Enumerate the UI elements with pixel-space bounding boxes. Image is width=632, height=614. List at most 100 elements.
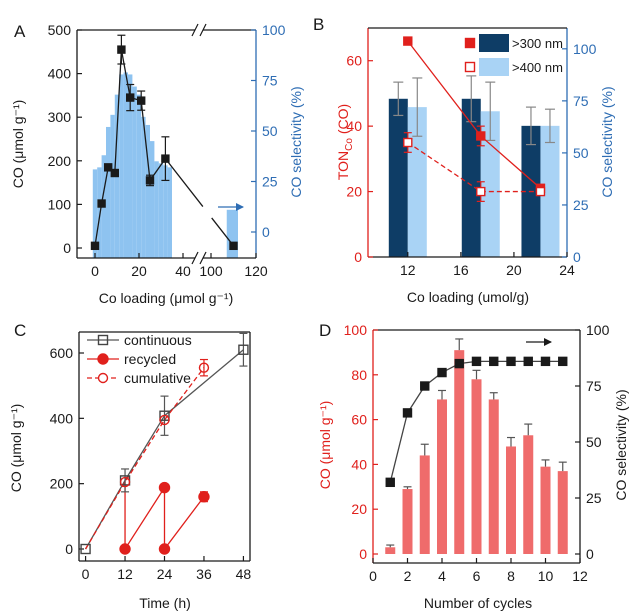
y-right-tick-label: 50 xyxy=(573,145,589,161)
x-tick-label: 12 xyxy=(117,566,133,582)
point-continuous xyxy=(159,410,170,421)
x-tick-label: 0 xyxy=(369,568,377,584)
y-left-label: TONCo (CO) xyxy=(335,104,355,180)
y-right-tick-label: 0 xyxy=(586,546,594,562)
series-line-continuous xyxy=(85,349,244,550)
bar-selectivity xyxy=(136,94,142,258)
y-right-tick-label: 75 xyxy=(262,73,278,89)
point-co xyxy=(117,45,126,54)
bar-400nm xyxy=(407,107,427,257)
y-left-tick-label: 60 xyxy=(351,412,367,428)
point-selectivity xyxy=(420,381,430,391)
bar-co xyxy=(540,466,551,554)
x-tick-label: 120 xyxy=(244,263,268,279)
x-tick-label: 20 xyxy=(131,263,147,279)
y-left-tick-label: 500 xyxy=(48,22,72,38)
y-left-tick-label: 0 xyxy=(354,249,362,265)
x-tick-label: 0 xyxy=(82,566,90,582)
point-300nm xyxy=(403,36,413,46)
point-400nm xyxy=(476,186,486,197)
y-left-tick-label: 40 xyxy=(351,456,367,472)
point-co xyxy=(145,176,155,185)
y-left-tick-label: 100 xyxy=(48,196,72,212)
bar-400nm xyxy=(540,125,560,257)
legend-label-continuous: continuous xyxy=(124,332,192,348)
point-selectivity xyxy=(385,477,395,488)
bar-selectivity xyxy=(145,124,150,258)
bar-co xyxy=(523,435,534,554)
bar-selectivity xyxy=(128,74,133,258)
x-label: Time (h) xyxy=(139,595,191,611)
y-right-tick-label: 75 xyxy=(586,378,602,394)
point-co xyxy=(229,241,238,251)
y-right-label: CO selectivity (%) xyxy=(599,86,615,197)
bar-selectivity xyxy=(106,126,111,259)
bar-selectivity xyxy=(132,86,137,258)
point-recycled xyxy=(198,491,210,503)
bar-co xyxy=(557,471,568,554)
y-right-tick-label: 100 xyxy=(262,22,286,38)
bar-co xyxy=(402,489,413,554)
point-continuous xyxy=(238,344,249,355)
point-recycled xyxy=(119,543,131,555)
x-tick-label: 48 xyxy=(236,566,252,582)
x-tick-label: 10 xyxy=(538,568,554,584)
bar-selectivity xyxy=(150,141,155,258)
legend-marker-cumulative xyxy=(97,372,109,384)
x-tick-label: 12 xyxy=(400,262,416,278)
x-tick-label: 36 xyxy=(196,566,212,582)
legend-marker-300nm-filled xyxy=(464,37,476,49)
legend-marker-400nm-open xyxy=(464,61,476,73)
y-right-tick-label: 25 xyxy=(573,197,589,213)
x-tick-label: 40 xyxy=(175,263,191,279)
y-label: CO (μmol g⁻¹) xyxy=(8,404,24,493)
y-left-tick-label: 40 xyxy=(346,118,362,134)
y-right-tick-label: 0 xyxy=(573,249,581,265)
y-left-tick-label: 400 xyxy=(48,66,72,82)
bar-300nm xyxy=(388,98,408,257)
x-label: Number of cycles xyxy=(424,595,532,611)
x-tick-label: 24 xyxy=(559,262,575,278)
y-tick-label: 200 xyxy=(50,476,74,492)
bar-selectivity xyxy=(158,163,164,258)
bar-selectivity xyxy=(167,167,172,258)
series-line-co xyxy=(211,217,235,247)
y-left-tick-label: 60 xyxy=(346,53,362,69)
bar-selectivity xyxy=(226,209,238,258)
point-co xyxy=(103,163,113,172)
series-line-recycled xyxy=(124,480,166,552)
legend-label-recycled: recycled xyxy=(124,351,176,367)
x-tick-label: 4 xyxy=(438,568,446,584)
y-left-label: CO (μmol g⁻¹) xyxy=(10,100,26,189)
bar-selectivity xyxy=(97,167,102,258)
legend-label-300nm: >300 nm xyxy=(512,36,563,51)
y-left-label-tail: (CO) xyxy=(335,104,351,138)
bar-selectivity xyxy=(92,169,98,258)
y-left-tick-label: 300 xyxy=(48,109,72,125)
y-right-tick-label: 75 xyxy=(573,93,589,109)
point-300nm xyxy=(476,131,486,141)
point-recycled xyxy=(158,481,171,494)
point-co xyxy=(125,93,135,102)
legend-label-400nm: >400 nm xyxy=(512,60,563,75)
point-selectivity xyxy=(402,408,413,418)
y-left-tick-label: 0 xyxy=(359,546,367,562)
point-selectivity xyxy=(437,367,447,378)
bar-co xyxy=(454,350,465,554)
bar-selectivity xyxy=(163,165,168,258)
y-right-tick-label: 100 xyxy=(586,322,610,338)
y-right-tick-label: 0 xyxy=(262,224,270,240)
axis-break-mark xyxy=(199,23,207,37)
bar-selectivity xyxy=(110,114,115,258)
y-left-tick-label: 20 xyxy=(351,501,367,517)
bar-co xyxy=(488,399,499,554)
legend-swatch-400nm xyxy=(479,58,509,76)
series-line-cumulative xyxy=(85,367,205,550)
point-selectivity xyxy=(540,356,551,367)
legend-label-cumulative: cumulative xyxy=(124,370,191,386)
bar-selectivity xyxy=(123,72,128,258)
axis-break-mark xyxy=(191,23,199,37)
y-left-tick-label: 0 xyxy=(63,240,71,256)
x-tick-label: 12 xyxy=(572,568,588,584)
